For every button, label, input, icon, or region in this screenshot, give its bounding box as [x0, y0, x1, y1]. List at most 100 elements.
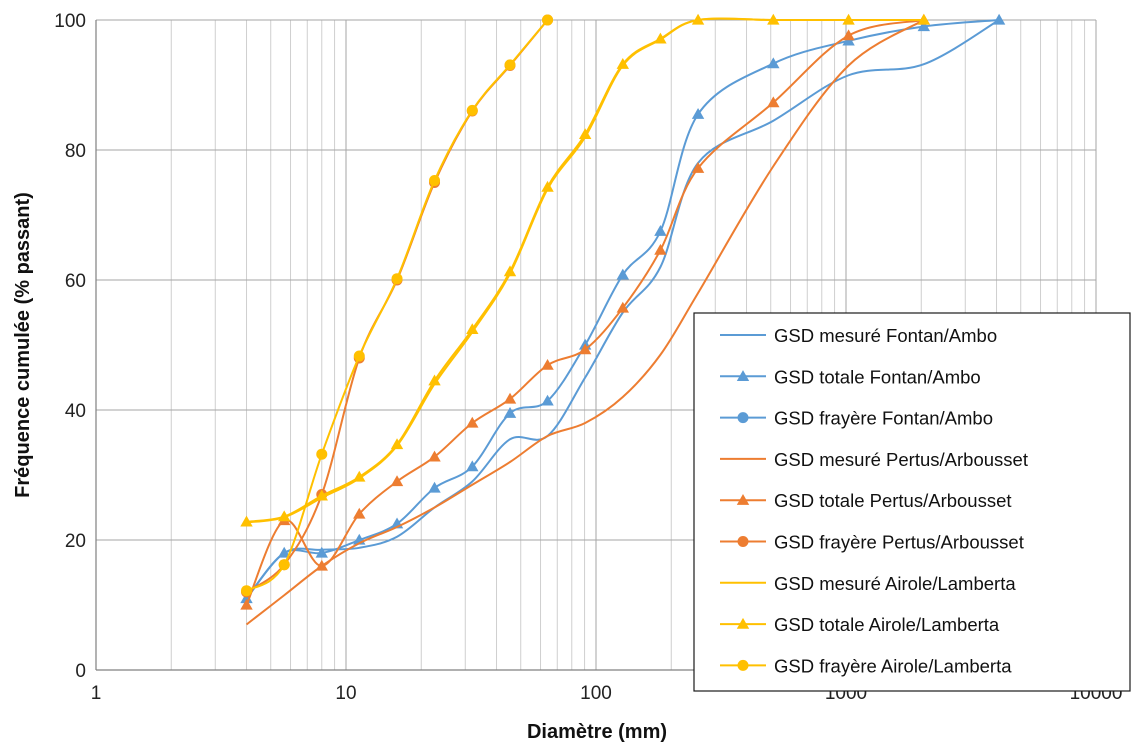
legend-marker	[737, 412, 749, 424]
series-line	[245, 19, 925, 626]
data-point	[578, 343, 592, 355]
legend-item: GSD frayère Pertus/Arbousset	[720, 532, 1024, 553]
legend-item: GSD frayère Airole/Lamberta	[720, 655, 1012, 676]
data-point	[466, 323, 479, 335]
data-point	[691, 13, 705, 25]
legend-label: GSD mesuré Pertus/Arbousset	[774, 449, 1028, 470]
legend-item: GSD frayère Fontan/Ambo	[720, 408, 993, 429]
y-tick-label: 40	[65, 401, 86, 422]
data-point	[353, 350, 365, 362]
data-point	[428, 481, 441, 493]
data-point	[278, 546, 291, 558]
data-point	[278, 510, 291, 522]
data-point	[316, 448, 328, 460]
data-point	[842, 13, 855, 25]
data-point	[503, 407, 517, 418]
data-point	[691, 108, 705, 119]
x-tick-label: 1	[91, 683, 102, 704]
series-8	[241, 14, 554, 597]
data-point	[767, 13, 780, 25]
legend-item: GSD mesuré Airole/Lamberta	[720, 573, 1016, 594]
data-point	[616, 58, 630, 69]
y-tick-label: 100	[54, 11, 86, 32]
legend-item: GSD totale Pertus/Arbousset	[720, 490, 1012, 511]
data-point	[842, 29, 855, 41]
series-line	[245, 19, 925, 606]
legend-marker	[736, 617, 750, 629]
legend-marker	[736, 494, 750, 505]
x-axis-title: Diamètre (mm)	[527, 721, 667, 743]
data-point	[616, 301, 630, 313]
y-tick-label: 60	[65, 271, 86, 292]
data-point	[240, 592, 253, 604]
series-3	[245, 19, 925, 626]
data-point	[428, 450, 441, 462]
series-line	[245, 19, 1000, 600]
data-point	[917, 20, 931, 32]
data-point	[466, 104, 478, 116]
data-point	[541, 180, 554, 192]
data-point	[654, 225, 667, 236]
legend-box	[693, 312, 1131, 692]
data-point	[541, 394, 554, 406]
legend-label: GSD totale Fontan/Ambo	[774, 366, 981, 387]
legend-item: GSD totale Fontan/Ambo	[720, 366, 981, 387]
data-point	[541, 358, 554, 370]
legend-marker	[737, 536, 749, 547]
data-point	[767, 57, 780, 69]
legend-item: GSD totale Airole/Lamberta	[720, 614, 1000, 635]
legend-label: GSD mesuré Airole/Lamberta	[774, 573, 1016, 594]
data-point	[353, 470, 366, 482]
data-point	[315, 546, 328, 558]
legend-label: GSD frayère Pertus/Arbousset	[774, 532, 1024, 553]
legend-label: GSD mesuré Fontan/Ambo	[774, 325, 997, 346]
data-point	[466, 416, 479, 428]
series-1	[240, 13, 1006, 604]
data-point	[767, 96, 780, 108]
data-point	[503, 265, 517, 277]
series-4	[240, 13, 931, 610]
data-point	[315, 489, 328, 501]
data-point	[391, 273, 403, 285]
data-point	[429, 175, 441, 187]
data-point	[353, 507, 366, 519]
legend-marker	[736, 370, 750, 381]
y-tick-label: 20	[65, 531, 86, 552]
legend-label: GSD frayère Fontan/Ambo	[774, 408, 993, 429]
data-point	[654, 243, 667, 255]
data-point	[390, 475, 404, 487]
x-tick-label: 100	[580, 683, 612, 704]
series-0	[245, 19, 1000, 600]
data-point	[992, 13, 1006, 25]
data-point	[390, 438, 404, 450]
legend-item: GSD mesuré Fontan/Ambo	[720, 325, 997, 346]
y-tick-label: 0	[75, 661, 86, 682]
data-point	[917, 13, 931, 25]
data-point	[241, 585, 253, 597]
data-point	[616, 268, 630, 280]
data-point	[466, 460, 479, 472]
series-line	[246, 17, 924, 523]
legend: GSD mesuré Fontan/Ambo GSD totale Fontan/…	[693, 312, 1131, 692]
series-7	[240, 13, 931, 527]
data-point	[691, 162, 705, 173]
series-layer	[240, 13, 1006, 626]
legend-label: GSD totale Airole/Lamberta	[774, 614, 1000, 635]
data-point	[542, 14, 554, 26]
series-5	[241, 14, 554, 598]
data-point	[428, 374, 441, 386]
legend-label: GSD totale Pertus/Arbousset	[774, 490, 1012, 511]
data-point	[240, 598, 253, 610]
legend-label: GSD frayère Airole/Lamberta	[774, 655, 1012, 676]
data-point	[504, 59, 516, 71]
series-line	[245, 19, 549, 593]
data-point	[654, 32, 667, 44]
legend-item: GSD mesuré Pertus/Arbousset	[720, 449, 1028, 470]
data-point	[315, 559, 328, 571]
y-tick-label: 80	[65, 141, 86, 162]
data-point	[278, 559, 290, 571]
data-point	[240, 515, 253, 527]
